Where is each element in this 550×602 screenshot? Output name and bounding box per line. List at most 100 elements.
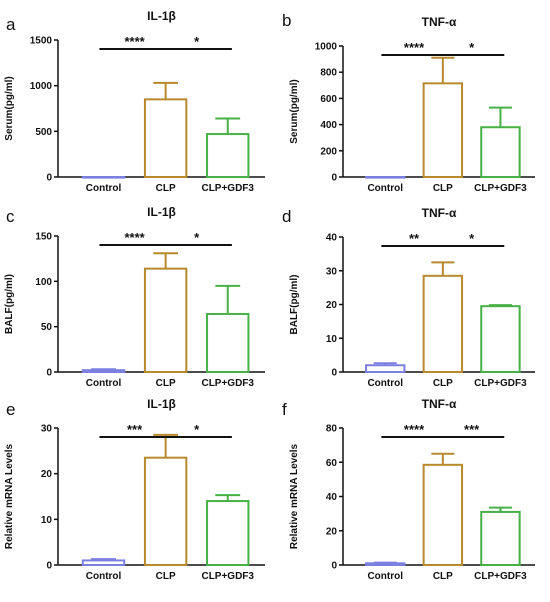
y-axis-label: Serum(pg/ml) (289, 79, 300, 143)
x-tick-label: CLP+GDF3 (474, 378, 527, 389)
panel-title: TNF-α (422, 397, 457, 411)
panel-title: TNF-α (422, 206, 457, 220)
x-tick-label: CLP+GDF3 (201, 183, 254, 194)
panel-e: e IL-1β Relative mRNA Levels 0 10 20 30 Control… (4, 397, 265, 582)
y-axis-label: Relative mRNA Levels (4, 443, 15, 549)
y-tick-label: 50 (41, 322, 53, 333)
bar-control (81, 176, 126, 179)
bar-clp (422, 274, 464, 373)
y-tick-label: 60 (326, 458, 338, 469)
y-tick-label: 0 (46, 561, 52, 572)
y-tick-label: 200 (320, 146, 337, 157)
x-tick-label: CLP (156, 183, 176, 194)
bar-control (81, 369, 126, 374)
y-axis-label: BALF(pg/ml) (289, 275, 300, 335)
significance-label: *** (127, 422, 143, 437)
significance-label: *** (464, 422, 480, 437)
x-tick-label: Control (367, 183, 403, 194)
bar-clp (422, 463, 464, 567)
bar-clp-gdf3 (206, 500, 250, 567)
y-tick-label: 400 (320, 120, 337, 131)
bar-control (365, 176, 406, 179)
panel-b: b TNF-α Serum(pg/ml) 0 200 400 600 800 1000 Contr… (282, 11, 535, 194)
y-tick-label: 600 (320, 94, 337, 105)
y-tick-label: 30 (41, 424, 53, 435)
panel-letter: f (282, 400, 287, 419)
bar-control (81, 559, 126, 567)
y-tick-label: 30 (326, 266, 338, 277)
y-axis-label: Relative mRNA Levels (289, 443, 300, 549)
y-tick-label: 20 (326, 526, 338, 537)
y-axis-label: BALF(pg/ml) (4, 274, 15, 334)
x-tick-label: CLP+GDF3 (201, 571, 254, 582)
significance-label: * (469, 40, 475, 55)
bar-clp-gdf3 (206, 312, 250, 373)
x-tick-label: CLP (433, 571, 453, 582)
panel-letter: e (6, 400, 15, 419)
significance-label: **** (404, 422, 425, 437)
bar-clp-gdf3 (480, 510, 521, 567)
y-axis-label: Serum(pg/ml) (4, 76, 15, 140)
y-tick-label: 500 (35, 127, 52, 138)
y-tick-label: 1500 (30, 36, 53, 47)
significance-label: **** (124, 230, 145, 245)
panel-d: d TNF-α BALF(pg/ml) 0 10 20 30 40 Control CLP CLP+… (282, 206, 535, 389)
x-tick-label: Control (86, 571, 122, 582)
y-tick-label: 0 (331, 173, 337, 184)
significance-label: **** (124, 34, 145, 49)
panel-c: c IL-1β BALF(pg/ml) 0 50 100 150 Control CLP CLP+… (4, 205, 265, 389)
panel-letter: c (6, 207, 15, 226)
y-tick-label: 40 (326, 233, 338, 244)
bar-clp-gdf3 (480, 305, 521, 373)
significance-label: **** (404, 40, 425, 55)
bar-clp-gdf3 (206, 133, 250, 178)
y-tick-label: 10 (41, 515, 53, 526)
y-tick-label: 20 (326, 300, 338, 311)
bar-clp (143, 456, 188, 566)
y-tick-label: 0 (331, 368, 337, 379)
bar-clp (143, 267, 188, 374)
panel-letter: b (282, 11, 291, 30)
y-tick-label: 0 (331, 561, 337, 572)
y-tick-label: 40 (326, 492, 338, 503)
panel-letter: d (282, 207, 291, 226)
x-tick-label: CLP+GDF3 (474, 183, 527, 194)
panel-title: IL-1β (147, 397, 176, 411)
y-tick-label: 80 (326, 424, 338, 435)
x-tick-label: CLP (156, 378, 176, 389)
panel-title: IL-1β (147, 9, 176, 23)
bar-clp-gdf3 (480, 126, 521, 178)
y-tick-label: 800 (320, 68, 337, 79)
y-tick-label: 1000 (30, 81, 53, 92)
x-tick-label: Control (367, 571, 403, 582)
x-tick-label: CLP (433, 183, 453, 194)
y-tick-label: 10 (326, 334, 338, 345)
significance-label: * (194, 230, 200, 245)
significance-label: ** (409, 231, 420, 246)
y-tick-label: 1000 (315, 42, 338, 53)
bar-control (365, 364, 406, 373)
y-tick-label: 150 (35, 232, 52, 243)
x-tick-label: CLP+GDF3 (201, 378, 254, 389)
bar-clp (422, 82, 464, 178)
x-tick-label: CLP+GDF3 (474, 571, 527, 582)
x-tick-label: Control (367, 378, 403, 389)
y-tick-label: 0 (46, 368, 52, 379)
x-tick-label: CLP (433, 378, 453, 389)
y-tick-label: 100 (35, 277, 52, 288)
panel-f: f TNF-α Relative mRNA Levels 0 20 40 60 80 Contr… (282, 397, 535, 582)
significance-label: * (469, 231, 475, 246)
y-tick-label: 0 (46, 173, 52, 184)
x-tick-label: Control (86, 183, 122, 194)
significance-label: * (194, 34, 200, 49)
y-tick-label: 20 (41, 469, 53, 480)
bar-clp (143, 98, 188, 178)
x-tick-label: Control (86, 378, 122, 389)
x-tick-label: CLP (156, 571, 176, 582)
panel-letter: a (6, 15, 16, 34)
panel-title: TNF-α (422, 15, 457, 29)
panel-a: a IL-1β Serum(pg/ml) 0 500 1000 1500 Control CLP… (4, 9, 265, 194)
significance-label: * (194, 422, 200, 437)
